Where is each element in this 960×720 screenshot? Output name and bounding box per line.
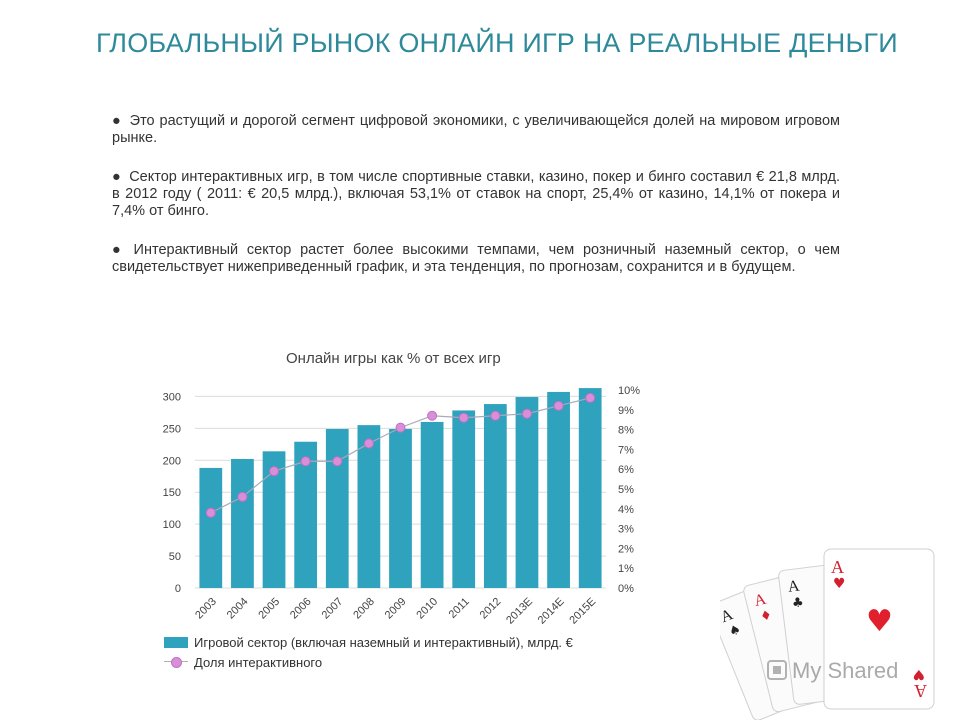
bar: [294, 441, 318, 588]
svg-text:♠: ♠: [727, 622, 743, 640]
bar: [452, 410, 476, 588]
y-left-tick-label: 150: [163, 487, 181, 499]
bullet-dot: ●: [112, 169, 122, 185]
line-point: [269, 466, 280, 477]
x-tick-label: 2008: [351, 596, 377, 622]
playing-cards-image: A ♠ A ♦ A ♣ A ♥ ♥ A ♥ My Shared: [720, 548, 935, 720]
y-left-tick-label: 50: [169, 551, 181, 563]
bar: [199, 467, 223, 588]
svg-text:♣: ♣: [791, 595, 804, 611]
legend-swatch-line: [164, 656, 188, 668]
y-right-tick-label: 8%: [618, 425, 634, 437]
combo-chart: 0 50 100 150 200 250 300 0% 1% 2% 3% 4% 5% 6% 7% 8% 9% 10…: [163, 385, 641, 627]
bullet-text: Сектор интерактивных игр, в том числе сп…: [112, 169, 840, 219]
y-right-tick-label: 4%: [618, 504, 634, 516]
bar: [357, 425, 381, 588]
bar: [547, 391, 570, 588]
bar: [420, 421, 444, 588]
bar: [262, 451, 286, 588]
bullet-item: ● Это растущий и дорогой сегмент цифровой…: [112, 113, 840, 147]
legend-item-line: Доля интерактивного: [164, 652, 573, 672]
line-point: [585, 392, 596, 403]
legend-swatch-bar: [164, 636, 188, 648]
y-left-tick-label: 200: [163, 455, 181, 467]
line-point: [521, 408, 532, 419]
bullet-text: Это растущий и дорогой сегмент цифровой …: [112, 113, 840, 146]
x-tick-label: 2003: [193, 596, 219, 622]
card-ace-hearts: A ♥ ♥ A ♥: [823, 548, 935, 710]
bullet-dot: ●: [112, 113, 122, 129]
line-point: [553, 400, 564, 411]
x-tick-label: 2010: [414, 596, 440, 622]
y-right-tick-label: 10%: [618, 385, 640, 397]
y-right-tick-label: 0%: [618, 583, 634, 595]
chart-legend: Игровой сектор (включая наземный и интер…: [164, 632, 573, 672]
watermark-logo: My Shared: [767, 658, 898, 683]
bullet-list: ● Это растущий и дорогой сегмент цифровой…: [112, 113, 840, 298]
x-tick-label: 2014E: [536, 596, 567, 627]
bullet-text: Интерактивный сектор растет более высоки…: [112, 242, 841, 275]
y-left-tick-label: 0: [175, 583, 181, 595]
svg-text:A: A: [787, 578, 801, 596]
x-tick-label: 2015E: [567, 596, 598, 627]
x-tick-label: 2005: [256, 596, 282, 622]
y-right-tick-label: 7%: [618, 444, 634, 456]
chart-title: Онлайн игры как % от всех игр: [286, 350, 501, 367]
y-right-tick-label: 2%: [618, 543, 634, 555]
x-tick-label: 2011: [447, 596, 472, 621]
line-point: [205, 507, 216, 518]
y-right-tick-label: 1%: [618, 563, 634, 575]
svg-text:A: A: [914, 681, 927, 701]
line-point: [363, 438, 374, 449]
y-right-tick-label: 5%: [618, 484, 634, 496]
svg-text:♦: ♦: [759, 608, 774, 625]
bar: [515, 397, 539, 588]
x-tick-label: 2006: [288, 596, 314, 622]
line-point: [237, 491, 248, 502]
legend-item-bars: Игровой сектор (включая наземный и интер…: [164, 632, 573, 652]
legend-label-bars: Игровой сектор (включая наземный и интер…: [194, 634, 573, 650]
x-tick-label: 2013E: [504, 596, 535, 627]
y-left-tick-label: 300: [163, 391, 181, 403]
svg-text:♥: ♥: [866, 604, 893, 639]
bar: [231, 458, 254, 588]
svg-text:A: A: [752, 591, 768, 610]
svg-text:A: A: [831, 557, 844, 577]
svg-text:♥: ♥: [912, 666, 925, 682]
y-right-tick-label: 6%: [618, 464, 634, 476]
line-point: [300, 456, 311, 467]
svg-text:♥: ♥: [833, 576, 846, 592]
bar: [578, 388, 602, 588]
y-right-tick-label: 9%: [618, 405, 634, 417]
bullet-item: ● Сектор интерактивных игр, в том числе с…: [112, 169, 840, 220]
page-title: ГЛОБАЛЬНЫЙ РЫНОК ОНЛАЙН ИГР НА РЕАЛЬНЫЕ …: [96, 28, 898, 58]
bullet-item: ● Интерактивный сектор растет более высок…: [112, 242, 840, 276]
line-point: [332, 456, 343, 467]
x-tick-label: 2004: [225, 596, 251, 622]
line-point: [427, 410, 438, 421]
legend-label-line: Доля интерактивного: [194, 654, 323, 670]
line-point: [458, 412, 469, 423]
bar: [325, 428, 349, 588]
bar: [389, 428, 412, 588]
watermark-logo-text: My Shared: [792, 658, 898, 683]
x-tick-label: 2009: [383, 596, 409, 622]
y-left-tick-label: 100: [163, 519, 181, 531]
bar: [483, 404, 507, 588]
x-tick-label: 2007: [320, 596, 346, 622]
bullet-dot: ●: [112, 242, 126, 258]
y-left-tick-label: 250: [163, 423, 181, 435]
x-tick-label: 2012: [478, 596, 504, 622]
y-right-tick-label: 3%: [618, 524, 634, 536]
line-point: [490, 410, 501, 421]
line-point: [395, 422, 406, 433]
